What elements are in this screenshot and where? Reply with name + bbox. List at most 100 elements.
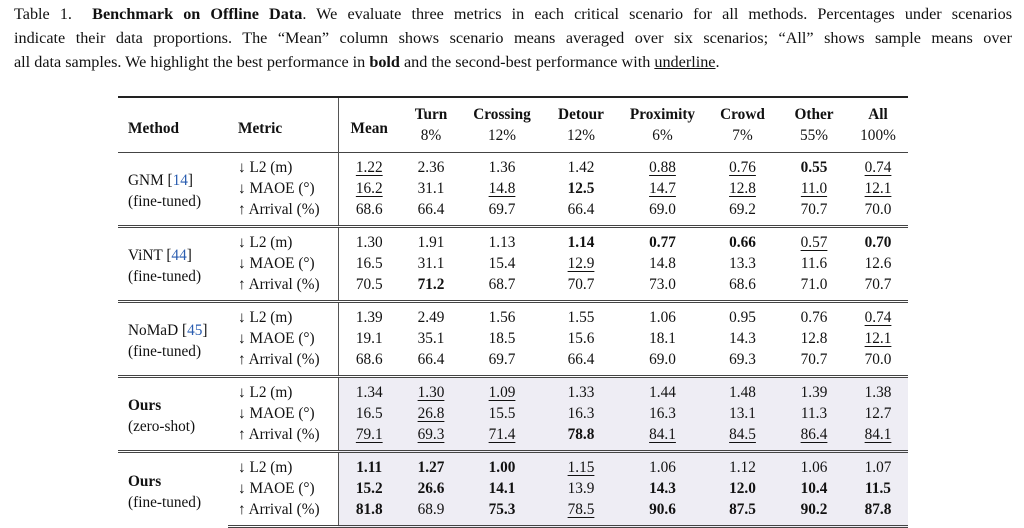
header-detour-percent: 12%: [566, 126, 596, 144]
value-cell: 1.39: [780, 375, 848, 403]
value-cell: 84.5: [705, 424, 780, 452]
value: 16.5: [355, 255, 383, 272]
value: 12.8: [800, 330, 828, 347]
second-best-value: 0.88: [649, 159, 676, 176]
value: 69.0: [649, 201, 676, 218]
value-cell: 78.5: [542, 499, 620, 528]
value-cell: 0.66: [705, 225, 780, 253]
value-cell: 1.42: [542, 152, 620, 178]
value-cell: 1.36: [462, 152, 542, 178]
value-cell: 1.33: [542, 375, 620, 403]
value: 1.30: [355, 234, 383, 251]
value: 31.1: [417, 255, 445, 272]
value-cell: 71.0: [780, 274, 848, 302]
value-cell: 15.6: [542, 328, 620, 349]
value: 2.49: [417, 309, 445, 326]
metric-label: ↑ Arrival (%): [238, 351, 320, 368]
value-cell: 70.0: [848, 199, 908, 227]
citation-link[interactable]: 14: [172, 172, 188, 189]
value-cell: 1.07: [848, 450, 908, 478]
value-cell: 70.5: [337, 274, 400, 302]
best-value: 78.8: [567, 426, 595, 443]
metric-label: ↓ MAOE (°): [238, 180, 315, 197]
value-cell: 69.2: [705, 199, 780, 227]
value-cell: 68.9: [400, 499, 462, 528]
best-value: 87.8: [864, 501, 892, 518]
value-cell: 66.4: [400, 349, 462, 377]
best-value: 0.77: [649, 234, 676, 251]
value: 2.36: [417, 159, 445, 176]
value-cell: 70.7: [780, 199, 848, 227]
value-cell: 13.1: [705, 403, 780, 424]
value: 16.3: [649, 405, 676, 422]
value: 1.13: [488, 234, 516, 251]
value-cell: 79.1: [337, 424, 400, 452]
value: 68.6: [729, 276, 756, 293]
caption-line-3: all data samples. We highlight the best …: [14, 50, 1012, 74]
value-cell: 1.06: [620, 300, 705, 328]
value-cell: 84.1: [620, 424, 705, 452]
value-cell: 71.2: [400, 274, 462, 302]
value-cell: 1.06: [620, 450, 705, 478]
value: 1.38: [864, 384, 892, 401]
value-cell: 78.8: [542, 424, 620, 452]
value: 69.7: [488, 351, 516, 368]
metric-label: ↑ Arrival (%): [238, 276, 320, 293]
value: 66.4: [567, 351, 595, 368]
best-value: 75.3: [488, 501, 516, 518]
value-cell: 12.9: [542, 253, 620, 274]
value-cell: 10.4: [780, 478, 848, 499]
method-name: Ours: [128, 472, 162, 490]
value: 1.06: [800, 459, 828, 476]
value: 18.5: [488, 330, 516, 347]
value-cell: 66.4: [542, 349, 620, 377]
value-cell: 75.3: [462, 499, 542, 528]
metric-label: ↓ MAOE (°): [238, 255, 315, 272]
value: 70.7: [800, 351, 828, 368]
table-body: GNM [14] (fine-tuned) ↓ L2 (m) 1.22 2.36 1.36…: [118, 152, 908, 528]
table-row: ↓ MAOE (°) 19.1 35.1 18.5 15.6 18.1 14.3 12.8 12…: [118, 328, 908, 349]
value: 13.9: [567, 480, 595, 497]
header-detour: Detour: [558, 106, 604, 123]
value-cell: 12.1: [848, 178, 908, 199]
header-mean: Mean: [337, 97, 400, 153]
value: 12.7: [864, 405, 892, 422]
value: 70.0: [864, 201, 892, 218]
metric-label: ↑ Arrival (%): [238, 426, 320, 443]
caption-text: . We evaluate three metrics in each crit…: [302, 5, 1013, 23]
value-cell: 14.1: [462, 478, 542, 499]
best-value: 15.2: [355, 480, 383, 497]
header-all: All: [868, 106, 888, 123]
citation-link[interactable]: 44: [171, 247, 187, 264]
value-cell: 1.44: [620, 375, 705, 403]
value-cell: 0.74: [848, 300, 908, 328]
second-best-value: 84.1: [649, 426, 676, 443]
metric-label: ↓ MAOE (°): [238, 480, 315, 497]
value-cell: 0.55: [780, 152, 848, 178]
metric-label: ↓ L2 (m): [228, 450, 338, 478]
second-best-value: 1.22: [355, 159, 383, 176]
table-row: ↑ Arrival (%) 70.5 71.2 68.7 70.7 73.0 68.6 71.…: [118, 274, 908, 302]
best-value: 71.2: [417, 276, 445, 293]
caption-line-2: indicate their data proportions. The “Me…: [14, 29, 1012, 47]
value-cell: 90.2: [780, 499, 848, 528]
value: 1.48: [729, 384, 756, 401]
value: 1.34: [355, 384, 383, 401]
value-cell: 15.4: [462, 253, 542, 274]
method-cell: Ours (zero-shot): [118, 375, 228, 452]
value-cell: 68.6: [705, 274, 780, 302]
method-name: Ours: [128, 397, 162, 414]
value-cell: 70.7: [542, 274, 620, 302]
value-cell: 1.56: [462, 300, 542, 328]
citation-link[interactable]: 45: [187, 322, 203, 339]
value: 73.0: [649, 276, 676, 293]
value-cell: 16.2: [337, 178, 400, 199]
value: 0.76: [800, 309, 828, 326]
table-row: ↑ Arrival (%) 79.1 69.3 71.4 78.8 84.1 84.5 86.…: [118, 424, 908, 452]
value: 15.5: [488, 405, 516, 422]
value: 12.6: [864, 255, 892, 272]
value: 0.95: [729, 309, 756, 326]
second-best-value: 12.1: [864, 330, 892, 347]
value-cell: 69.0: [620, 199, 705, 227]
value: 69.7: [488, 201, 516, 218]
